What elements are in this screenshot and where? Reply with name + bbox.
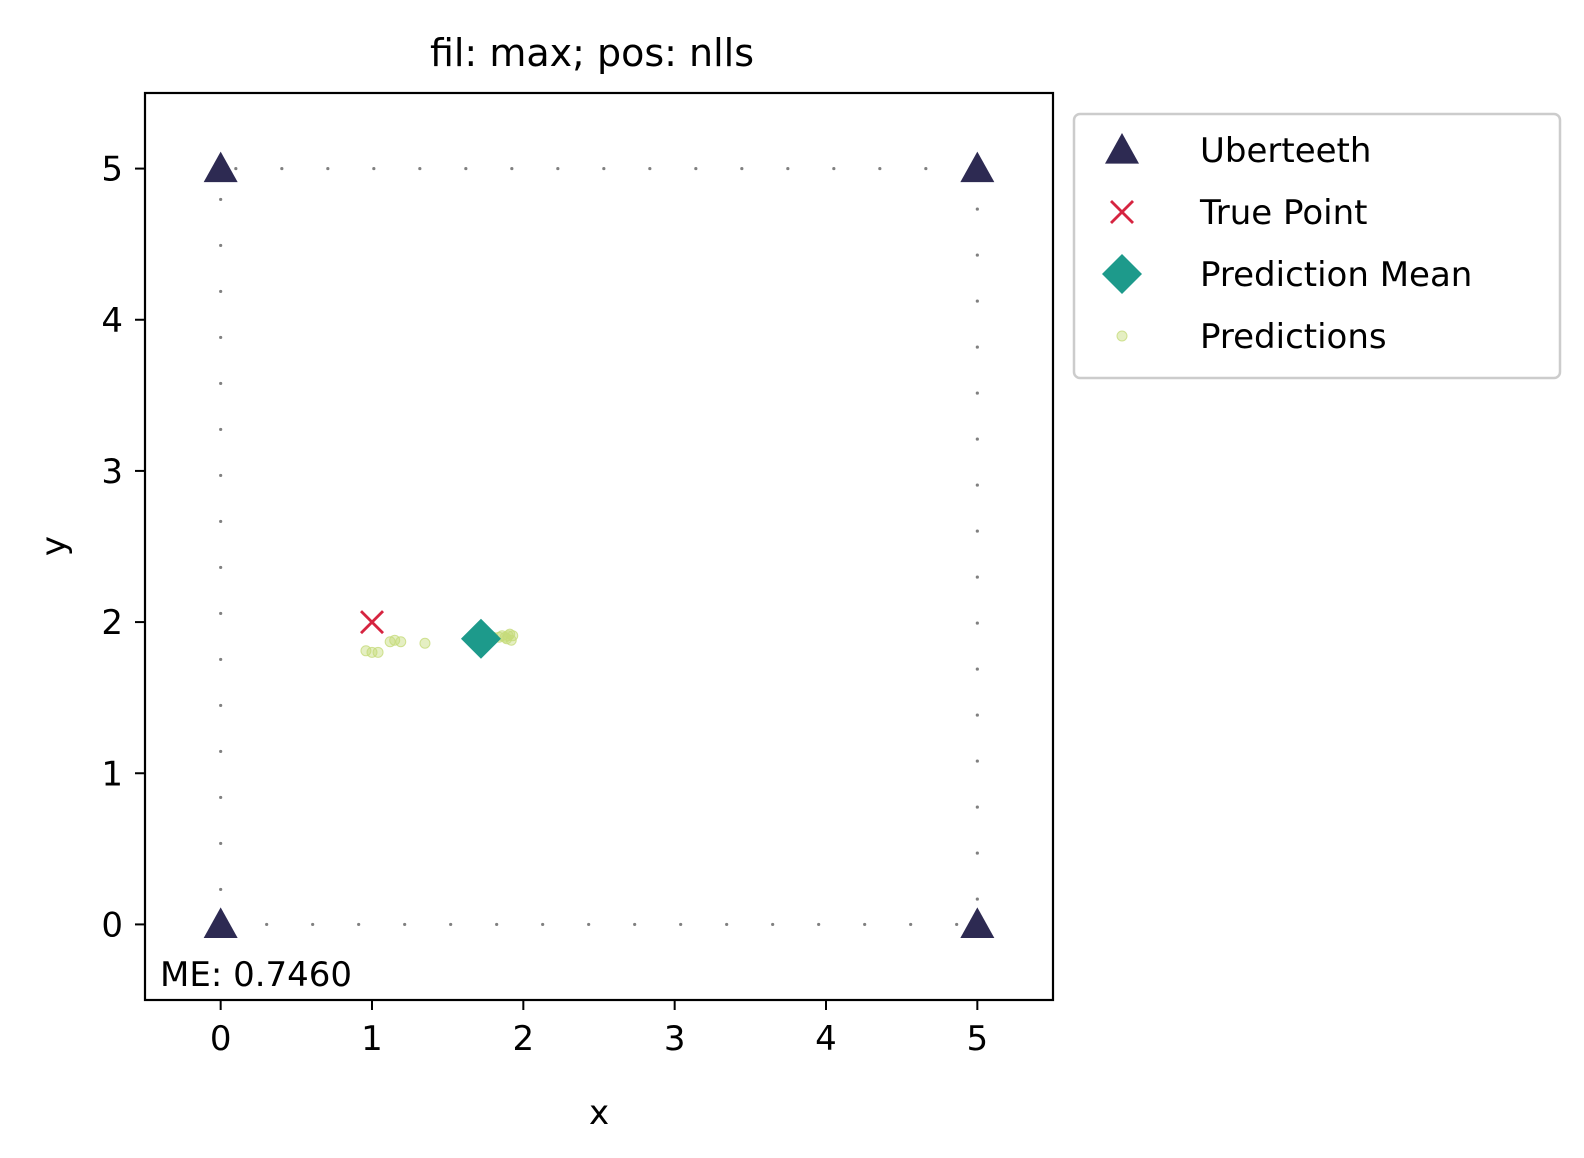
prediction-point: [366, 646, 378, 658]
plot-area: 0 1 2 3 4 5 0 1 2 3 4 5: [101, 91, 1055, 1059]
true-point-marker: [360, 610, 384, 635]
legend-swatch-prediction-mean-marker: [1102, 254, 1142, 294]
prediction-mean-marker: [460, 618, 501, 659]
legend-label: Prediction Mean: [1200, 255, 1472, 295]
x-tick-label: 2: [513, 1019, 535, 1059]
legend-label: Predictions: [1200, 317, 1387, 357]
x-tick-label: 4: [815, 1019, 837, 1059]
legend-label: Uberteeth: [1200, 131, 1371, 171]
legend-entries: Uberteeth True Point Prediction Mean Predic…: [1102, 131, 1472, 357]
chart-title: fil: max; pos: nlls: [430, 31, 754, 75]
x-axis-label: x: [589, 1093, 609, 1133]
y-tick-label: 0: [101, 905, 123, 945]
y-tick-label: 4: [101, 301, 123, 341]
prediction-point: [419, 637, 431, 649]
legend-box: [1072, 112, 1562, 380]
x-tick-label: 1: [361, 1019, 383, 1059]
metric-annotation: ME: 0.7460: [160, 955, 352, 995]
x-tick-label: 0: [210, 1019, 232, 1059]
data-marks: [203, 151, 995, 939]
legend-swatch-uberteeth-marker: [1105, 133, 1139, 164]
plot-frame: [143, 91, 1055, 1002]
axis-ticks: 0 1 2 3 4 5 0 1 2 3 4 5: [101, 150, 988, 1059]
uberteeth-marker: [960, 907, 995, 939]
y-tick-label: 3: [101, 452, 123, 492]
legend: Uberteeth True Point Prediction Mean Predic…: [1072, 112, 1562, 380]
y-tick-label: 2: [101, 603, 123, 643]
prediction-point: [372, 646, 384, 658]
legend-swatch-true-point-marker-stroke-b: [1110, 200, 1134, 224]
y-axis-label: y: [34, 536, 74, 556]
legend-swatch-true-point-marker: [1110, 200, 1134, 224]
legend-swatch-prediction-point: [1116, 330, 1128, 342]
x-tick-label: 5: [967, 1019, 989, 1059]
x-tick-label: 3: [664, 1019, 686, 1059]
true-point-marker-stroke-b: [360, 610, 384, 635]
uberteeth-marker: [203, 907, 238, 939]
boundary-layer: [219, 166, 979, 927]
y-tick-label: 5: [101, 150, 123, 190]
uberteeth-marker: [203, 151, 238, 183]
legend-label: True Point: [1199, 193, 1367, 233]
prediction-point: [501, 633, 513, 645]
uberteeth-marker: [960, 151, 995, 183]
y-tick-label: 1: [101, 754, 123, 794]
prediction-point: [395, 636, 407, 648]
boundary-line: [219, 166, 979, 927]
